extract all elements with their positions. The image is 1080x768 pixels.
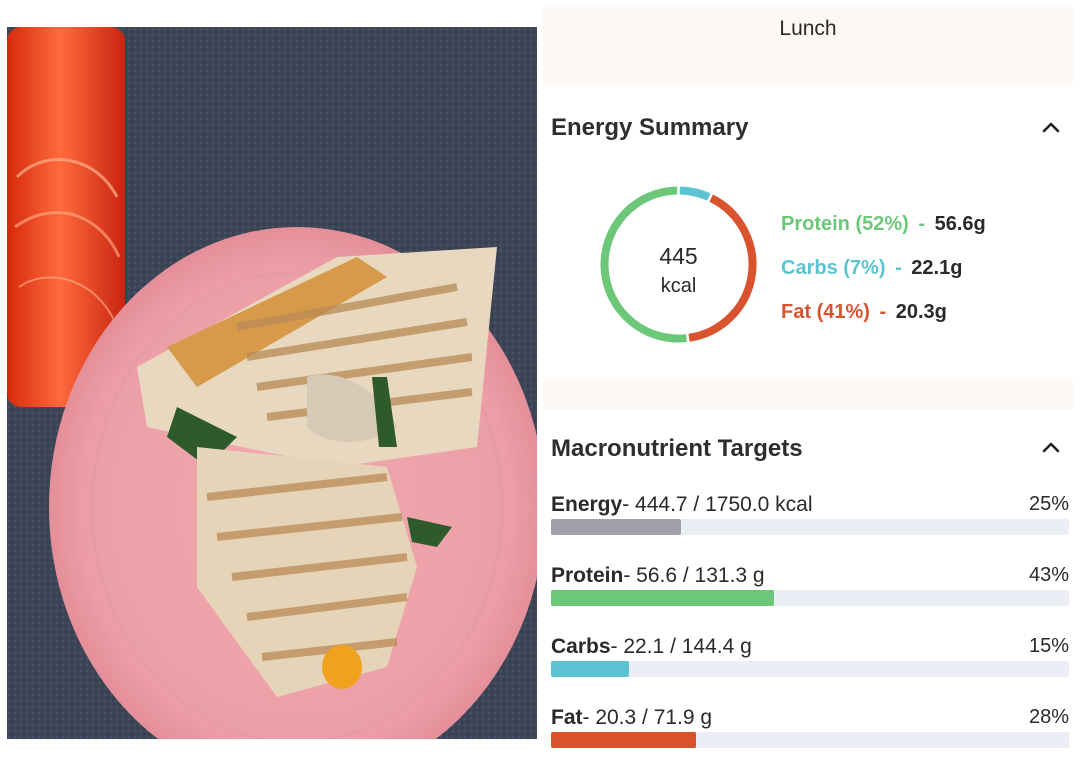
target-carbs-percent: 15% [1028,635,1069,657]
legend-carbs-amount: 22.1g [911,257,963,279]
target-energy-bar [551,519,681,535]
donut-segment-fat [688,194,757,342]
nutrition-panel: Lunch Energy Summary 445 kcal Protein (5… [543,7,1073,768]
target-protein-bar [551,590,774,606]
target-carbs-detail: - 22.1 / 144.4 g [610,635,752,658]
legend-fat-percent: (41%) [816,301,870,323]
meal-header: Lunch [543,7,1073,84]
legend-fat: Fat (41%) - 20.3g [781,301,947,324]
legend-fat-name: Fat [781,301,811,323]
legend-dash: - [918,213,926,235]
target-fat-bar [551,732,697,748]
target-carbs-track [551,661,1069,677]
target-protein-name: Protein [551,564,624,587]
target-carbs-bar [551,661,629,677]
legend-dash: - [879,301,887,323]
meal-title: Lunch [779,17,837,40]
target-energy-percent: 25% [1028,493,1069,515]
energy-summary-title: Energy Summary [551,114,749,141]
legend-protein-amount: 56.6g [934,213,986,235]
target-carbs-name: Carbs [551,635,611,658]
legend-carbs-name: Carbs [781,257,838,279]
target-row-protein: Protein- 56.6 / 131.3 g 43% [551,564,1069,614]
target-row-carbs: Carbs- 22.1 / 144.4 g 15% [551,635,1069,685]
legend-protein: Protein (52%) - 56.6g [781,213,986,236]
target-energy-detail: - 444.7 / 1750.0 kcal [622,493,813,516]
legend-fat-amount: 20.3g [895,301,947,323]
legend-carbs-percent: (7%) [843,257,886,279]
target-energy-track [551,519,1069,535]
legend-carbs: Carbs (7%) - 22.1g [781,257,962,280]
donut-segment-protein [600,186,687,343]
target-row-energy: Energy- 444.7 / 1750.0 kcal 25% [551,493,1069,543]
target-fat-name: Fat [551,706,583,729]
chevron-up-icon[interactable] [1041,120,1061,134]
target-fat-track [551,732,1069,748]
target-protein-percent: 43% [1028,564,1069,586]
target-fat-detail: - 20.3 / 71.9 g [582,706,713,729]
kcal-value: 445 [659,243,698,269]
target-protein-track [551,590,1069,606]
target-energy-name: Energy [551,493,623,516]
target-fat-percent: 28% [1028,706,1069,728]
chevron-up-icon[interactable] [1041,440,1061,454]
targets-title: Macronutrient Targets [551,435,803,462]
meal-photo [7,27,537,739]
legend-protein-name: Protein [781,213,850,235]
kcal-unit: kcal [660,275,697,297]
legend-protein-percent: (52%) [855,213,909,235]
section-divider [543,380,1073,410]
energy-donut-chart [600,186,757,343]
target-protein-detail: - 56.6 / 131.3 g [623,564,765,587]
legend-dash: - [895,257,902,279]
target-row-fat: Fat- 20.3 / 71.9 g 28% [551,706,1069,756]
donut-segment-carbs [679,186,711,201]
